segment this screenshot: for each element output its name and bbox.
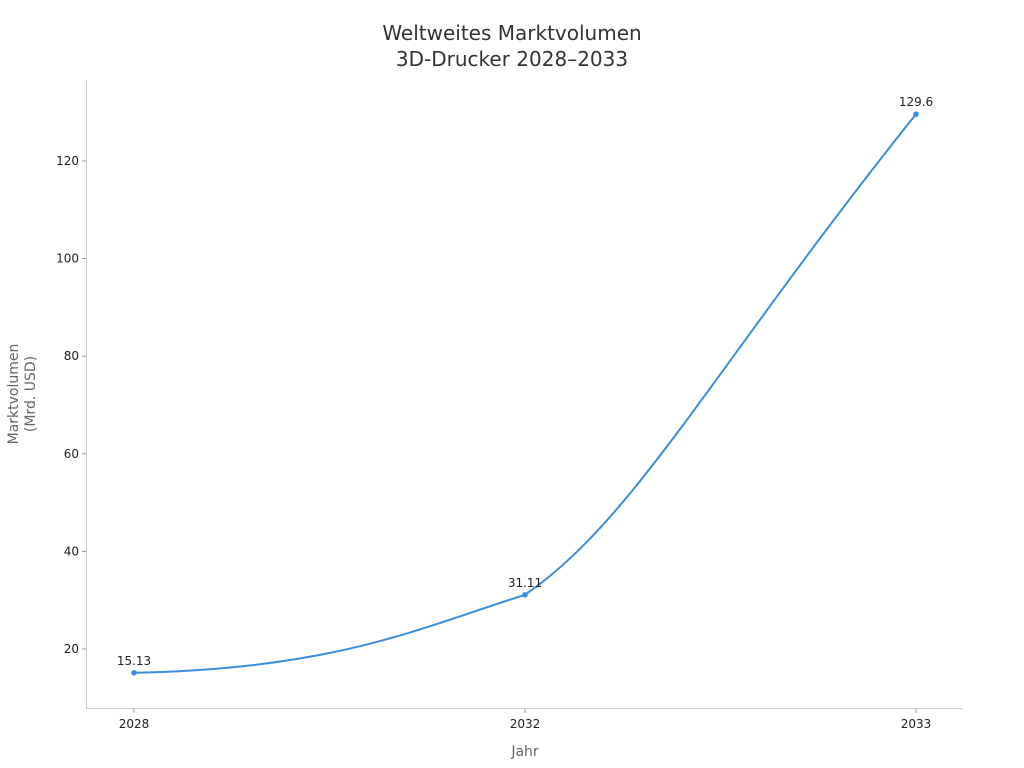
- data-point-label: 15.13: [117, 654, 151, 668]
- x-tick-label: 2032: [510, 717, 541, 731]
- y-tick-label: 100: [56, 252, 79, 266]
- y-axis-label-line-2: (Mrd. USD): [23, 356, 39, 432]
- data-points: 15.13 31.11 129.6: [117, 95, 933, 676]
- y-tick-label: 40: [64, 544, 79, 558]
- y-tick-label: 20: [64, 642, 79, 656]
- y-tick-label: 120: [56, 154, 79, 168]
- chart-title-line-2: 3D-Drucker 2028–2033: [396, 47, 628, 71]
- data-point-marker: [913, 111, 919, 117]
- y-tick-label: 80: [64, 349, 79, 363]
- y-tick-label: 60: [64, 447, 79, 461]
- x-tick-label: 2033: [901, 717, 932, 731]
- x-tick-label: 2028: [119, 717, 150, 731]
- x-axis-ticks: 2028 2032 2033: [119, 709, 932, 731]
- chart-title-line-1: Weltweites Marktvolumen: [382, 21, 641, 45]
- data-point-marker: [522, 591, 528, 598]
- series-line-marktvolumen: [133, 113, 917, 674]
- data-point-label: 31.11: [508, 576, 542, 590]
- data-point-marker: [131, 669, 137, 676]
- data-point-label: 129.6: [899, 95, 933, 109]
- y-axis-label-line-1: Marktvolumen: [6, 344, 22, 445]
- x-axis-label: Jahr: [510, 744, 539, 760]
- y-axis-ticks: 20 40 60 80 100 120: [56, 154, 86, 656]
